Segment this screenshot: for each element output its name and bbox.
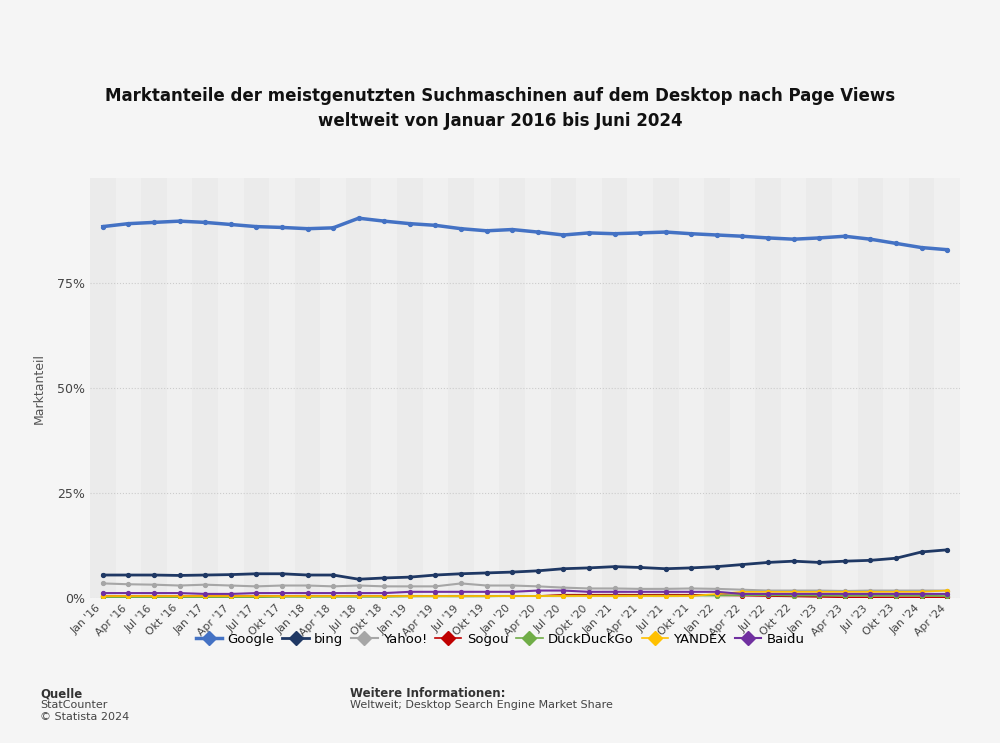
Bar bbox=[346, 178, 371, 598]
Bar bbox=[858, 178, 883, 598]
Text: Weltweit; Desktop Search Engine Market Share: Weltweit; Desktop Search Engine Market S… bbox=[350, 700, 613, 710]
Bar bbox=[244, 178, 269, 598]
Bar bbox=[602, 178, 627, 598]
Bar bbox=[653, 178, 679, 598]
Bar bbox=[704, 178, 730, 598]
Text: StatCounter
© Statista 2024: StatCounter © Statista 2024 bbox=[40, 700, 129, 721]
Bar bbox=[909, 178, 934, 598]
Bar bbox=[499, 178, 525, 598]
Text: Quelle: Quelle bbox=[40, 687, 82, 700]
Bar bbox=[295, 178, 320, 598]
Bar bbox=[755, 178, 781, 598]
Bar bbox=[806, 178, 832, 598]
Text: Marktanteile der meistgenutzten Suchmaschinen auf dem Desktop nach Page Views
we: Marktanteile der meistgenutzten Suchmasc… bbox=[105, 87, 895, 130]
Bar bbox=[90, 178, 116, 598]
Bar bbox=[141, 178, 167, 598]
Bar bbox=[192, 178, 218, 598]
Bar bbox=[448, 178, 474, 598]
Bar bbox=[397, 178, 423, 598]
Y-axis label: Marktanteil: Marktanteil bbox=[33, 353, 46, 424]
Legend: Google, bing, Yahoo!, Sogou, DuckDuckGo, YANDEX, Baidu: Google, bing, Yahoo!, Sogou, DuckDuckGo,… bbox=[190, 627, 810, 651]
Bar bbox=[551, 178, 576, 598]
Text: Weitere Informationen:: Weitere Informationen: bbox=[350, 687, 506, 700]
